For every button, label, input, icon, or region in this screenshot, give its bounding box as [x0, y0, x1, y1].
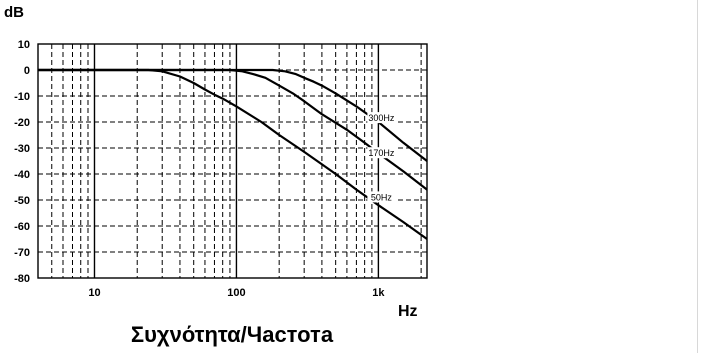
y-tick-label: -50	[14, 195, 30, 207]
y-tick-label: -40	[14, 169, 30, 181]
right-divider-line	[697, 0, 698, 353]
plot-area-frame	[37, 43, 428, 279]
series-line-300Hz	[38, 68, 428, 162]
series-label-50Hz: 50Hz	[371, 192, 393, 202]
chart-caption: Συχνότητα/Частота	[131, 322, 334, 347]
series-label-170Hz: 170Hz	[368, 148, 395, 158]
y-tick-label: -60	[14, 221, 30, 233]
y-tick-label: 0	[24, 65, 30, 77]
x-tick-label: 1k	[372, 287, 385, 299]
y-tick-label: -70	[14, 247, 30, 259]
series-lines: 50Hz 170Hz 300Hz	[38, 68, 428, 240]
y-tick-label: -80	[14, 273, 30, 285]
y-axis-label: dB	[4, 4, 24, 21]
x-tick-label: 10	[88, 287, 100, 299]
y-tick-label: -10	[14, 91, 30, 103]
series-line-170Hz	[38, 68, 428, 191]
series-label-bg	[367, 191, 396, 203]
series-label-bg	[367, 112, 396, 124]
x-axis-label: Hz	[398, 303, 418, 320]
series-line-50Hz	[38, 68, 428, 240]
series-label-bg	[367, 147, 396, 159]
grid	[38, 44, 427, 278]
y-tick-label: -20	[14, 117, 30, 129]
x-tick-label: 100	[227, 287, 245, 299]
y-tick-label: -30	[14, 143, 30, 155]
y-tick-label: 10	[18, 39, 30, 51]
series-label-300Hz: 300Hz	[368, 113, 395, 123]
